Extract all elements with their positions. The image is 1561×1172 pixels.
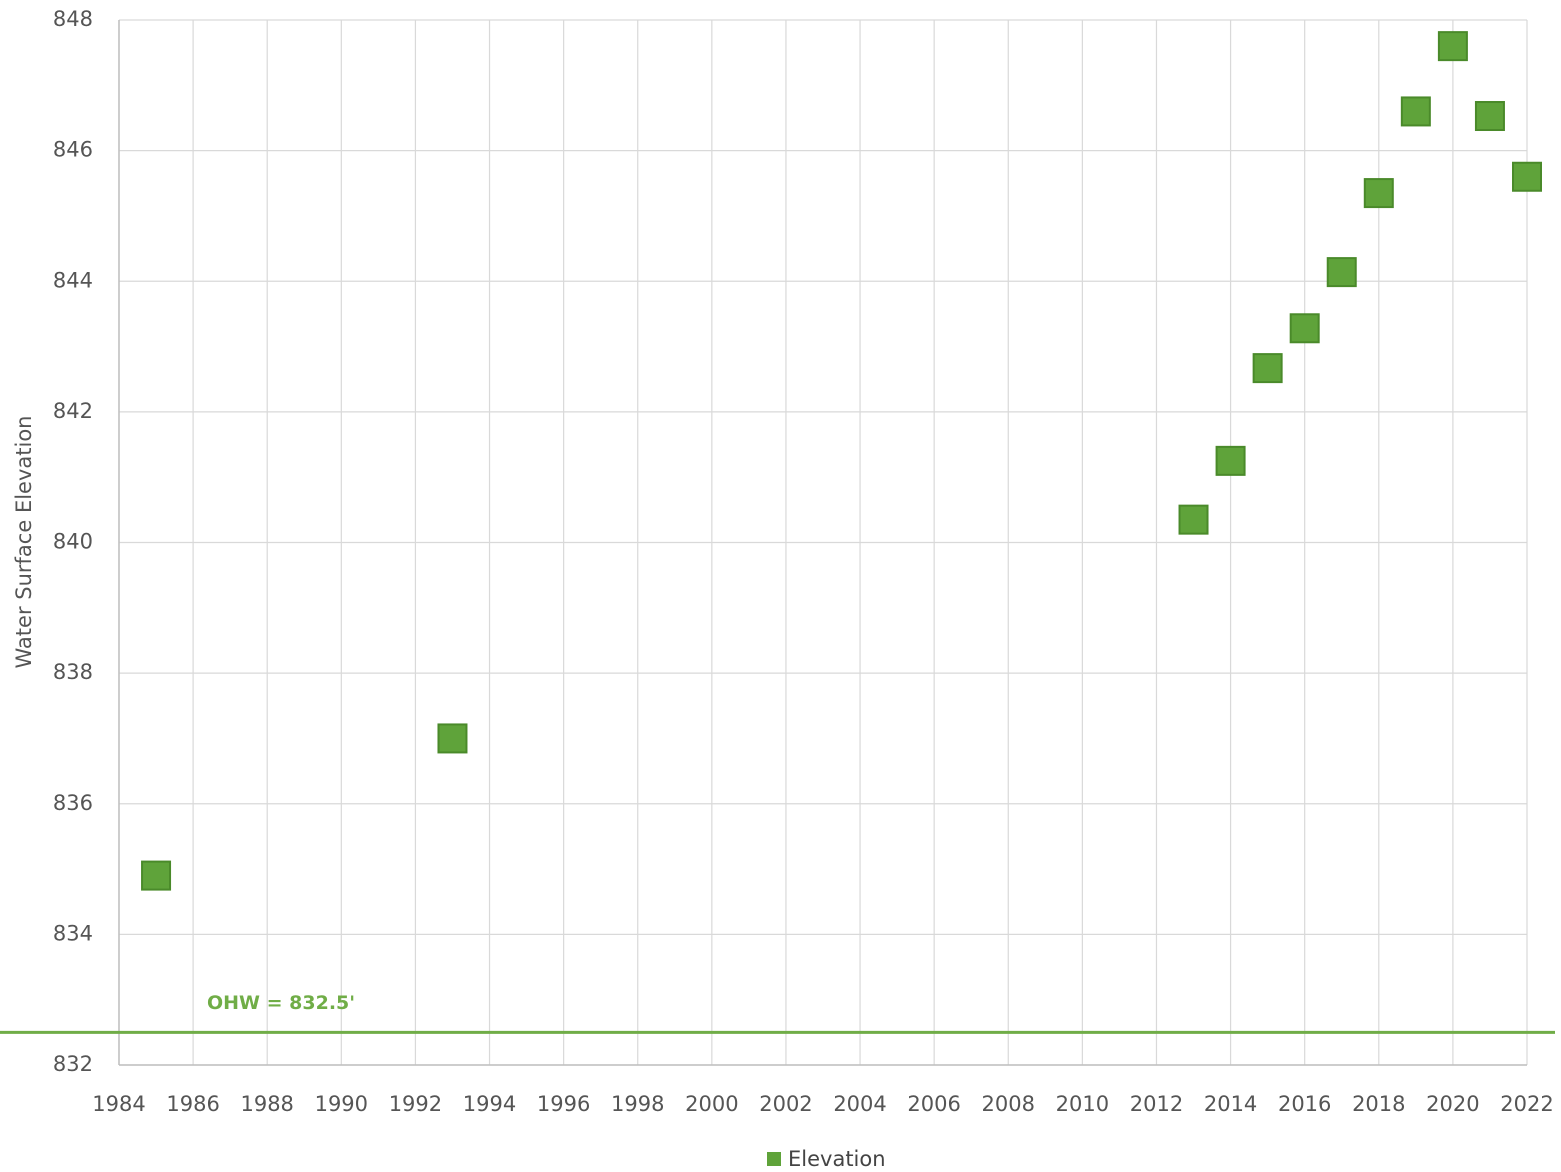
- x-tick-label: 1994: [463, 1092, 516, 1116]
- x-tick-label: 2000: [685, 1092, 738, 1116]
- x-tick-label: 2012: [1130, 1092, 1183, 1116]
- y-tick-label: 848: [53, 7, 93, 31]
- y-tick-label: 844: [53, 268, 93, 292]
- marker: [1512, 161, 1542, 192]
- x-tick-label: 2004: [833, 1092, 886, 1116]
- x-tick-label: 1988: [240, 1092, 293, 1116]
- x-tick-label: 1992: [389, 1092, 442, 1116]
- x-tick-label: 1990: [315, 1092, 368, 1116]
- x-tick-label: 1998: [611, 1092, 664, 1116]
- annotation: OHW = 832.5': [207, 992, 355, 1014]
- marker: [1474, 101, 1505, 132]
- x-tick-label: 1984: [92, 1092, 145, 1116]
- x-tick-label: 2008: [982, 1092, 1035, 1116]
- x-tick-label: 2016: [1278, 1092, 1331, 1116]
- y-tick-label: 834: [53, 921, 93, 945]
- marker: [1400, 96, 1431, 127]
- x-tick-label: 2010: [1056, 1092, 1109, 1116]
- y-tick-label: 836: [53, 791, 93, 815]
- y-tick-label: 846: [53, 138, 93, 162]
- x-tick-label: 2014: [1204, 1092, 1257, 1116]
- y-tick-label: 832: [53, 1052, 93, 1076]
- marker: [1363, 178, 1394, 209]
- legend-label: Elevation: [788, 1147, 886, 1171]
- marker: [141, 860, 172, 891]
- x-tick-label: 1996: [537, 1092, 590, 1116]
- x-tick-label: 1986: [166, 1092, 219, 1116]
- marker: [1215, 445, 1246, 476]
- marker: [1178, 504, 1209, 535]
- y-axis-title: Water Surface Elevation: [12, 416, 36, 669]
- x-tick-label: 2020: [1426, 1092, 1479, 1116]
- marker: [1289, 313, 1320, 344]
- x-tick-label: 2018: [1352, 1092, 1405, 1116]
- marker: [1437, 31, 1468, 62]
- marker: [1326, 257, 1357, 288]
- x-tick-label: 2006: [907, 1092, 960, 1116]
- x-tick-label: 2002: [759, 1092, 812, 1116]
- marker: [1252, 353, 1283, 384]
- x-tick-label: 2022: [1500, 1092, 1553, 1116]
- y-tick-label: 838: [53, 660, 93, 684]
- marker: [437, 723, 468, 754]
- y-tick-label: 840: [53, 530, 93, 554]
- y-tick-label: 842: [53, 399, 93, 423]
- legend-marker: [767, 1152, 781, 1166]
